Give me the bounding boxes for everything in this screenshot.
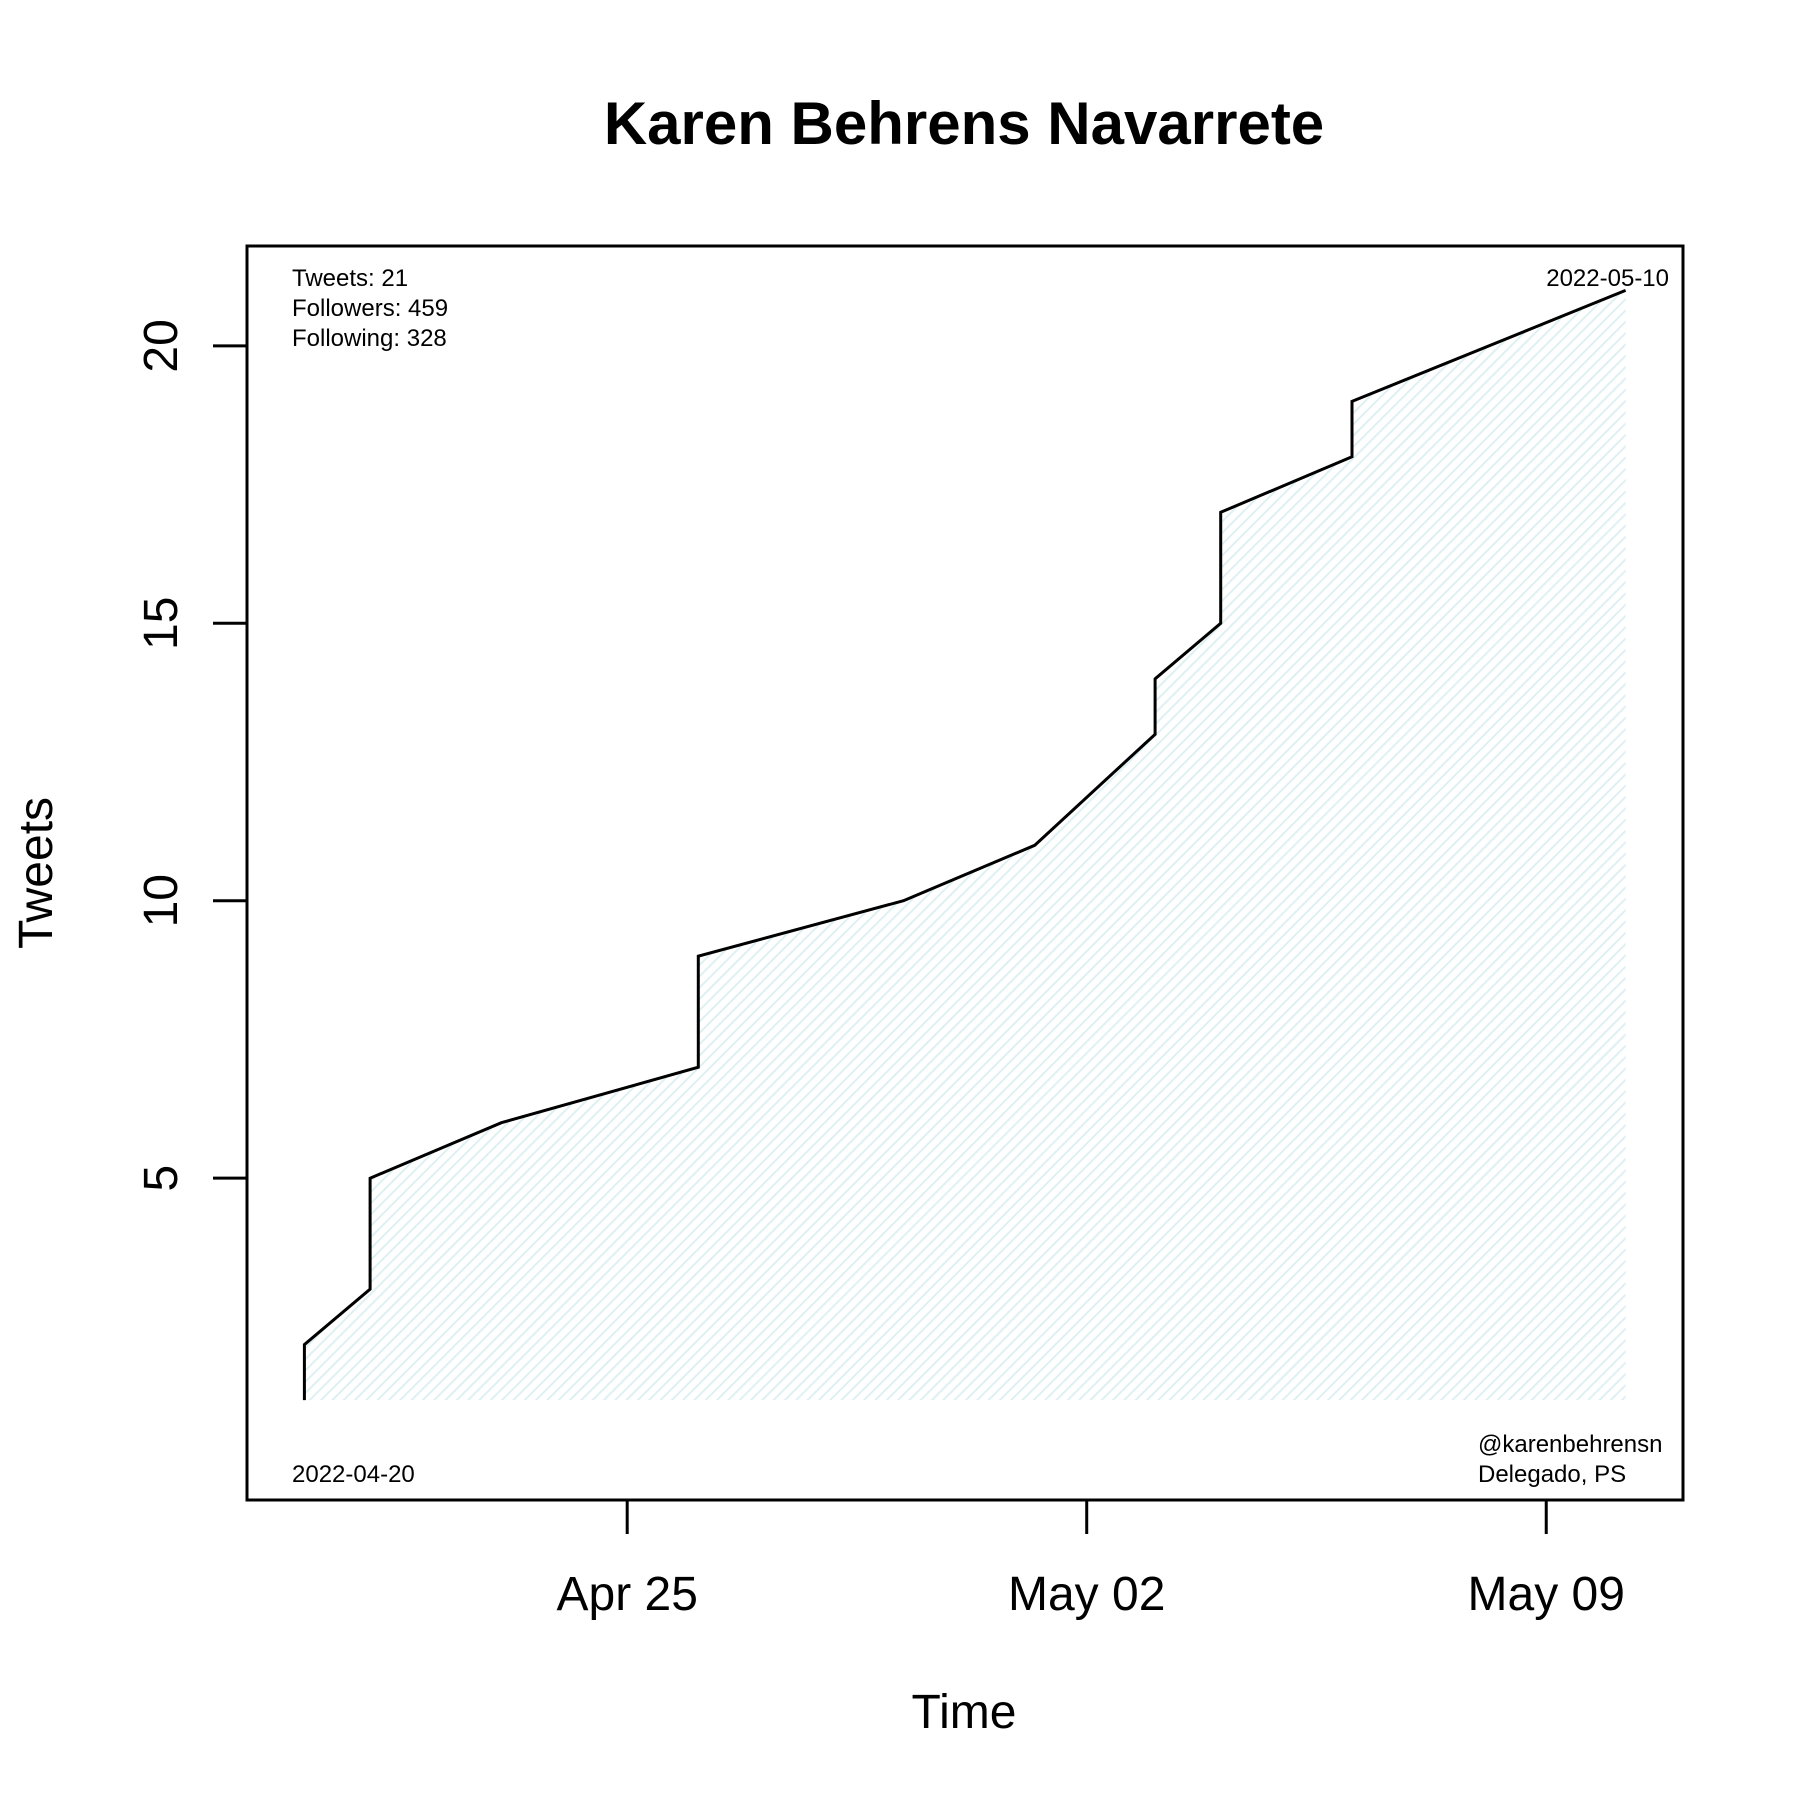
followers-count-label: Followers: 459 [292, 295, 448, 322]
y-tick-label: 10 [135, 874, 188, 927]
x-tick-label: May 02 [1008, 1568, 1165, 1621]
x-axis-title: Time [912, 1686, 1017, 1739]
x-tick-label: Apr 25 [556, 1568, 697, 1621]
cumulative-area [304, 290, 1626, 1401]
tweets-count-label: Tweets: 21 [292, 265, 408, 292]
plot-frame [245, 244, 1685, 1502]
y-tick-label: 5 [135, 1165, 188, 1192]
start-date-label: 2022-04-20 [292, 1461, 415, 1488]
y-tick-label: 15 [135, 597, 188, 650]
series-line [302, 289, 1627, 1401]
y-axis: 5 10 15 20 [135, 319, 247, 1192]
x-tick-label: May 09 [1468, 1568, 1625, 1621]
account-handle-label: @karenbehrensn [1478, 1431, 1662, 1458]
account-role-label: Delegado, PS [1478, 1461, 1626, 1488]
y-axis-title: Tweets [10, 797, 63, 949]
end-date-label: 2022-05-10 [1546, 265, 1669, 292]
following-count-label: Following: 328 [292, 325, 447, 352]
y-tick-label: 20 [135, 319, 188, 372]
x-axis: Apr 25 May 02 May 09 [556, 1500, 1625, 1621]
chart-title: Karen Behrens Navarrete [604, 90, 1324, 157]
